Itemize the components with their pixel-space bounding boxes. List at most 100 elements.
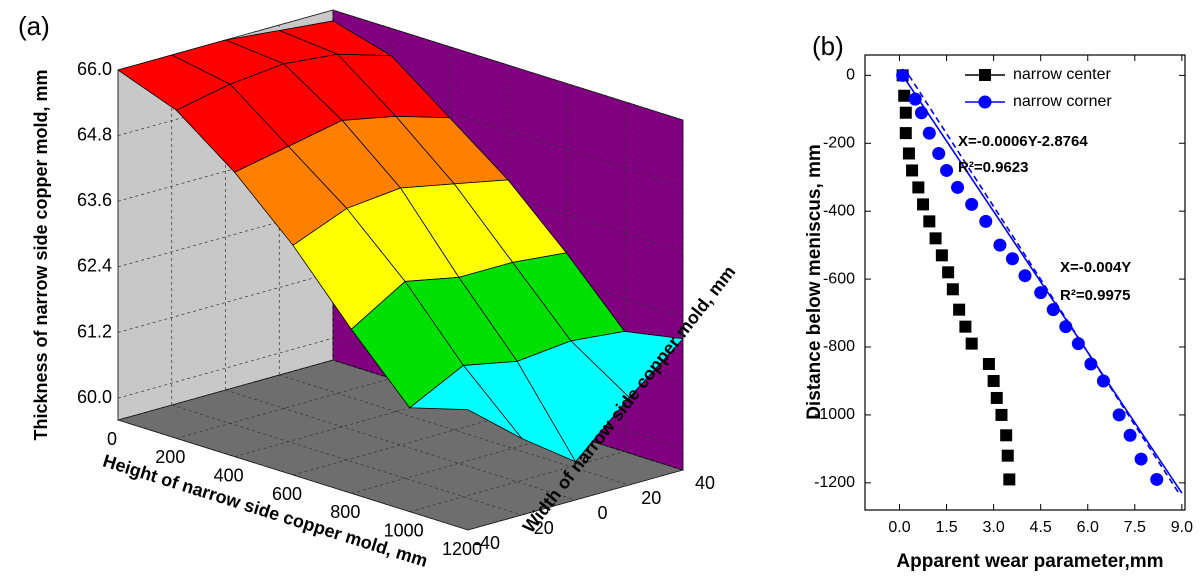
marker: [990, 391, 1003, 404]
y-tick-label: -200: [823, 135, 855, 152]
panel-label: (b): [812, 31, 844, 61]
x-tick-label: 1.5: [935, 519, 957, 536]
marker: [940, 163, 954, 177]
grid-line: [117, 337, 334, 399]
marker: [1003, 473, 1016, 486]
z-tick-label: 66.0: [77, 59, 112, 79]
marker: [1096, 374, 1110, 388]
marker: [1059, 320, 1073, 334]
fit-line: [908, 74, 1180, 494]
marker: [951, 180, 965, 194]
z-tick-label: 63.6: [77, 190, 112, 210]
marker: [959, 320, 972, 333]
x-tick-label: 9.0: [1171, 519, 1193, 536]
marker: [912, 181, 925, 194]
marker: [914, 106, 928, 120]
y-tick-label: -600: [823, 270, 855, 287]
z-tick-label: 64.8: [77, 124, 112, 144]
y-tick-label: 20: [641, 488, 661, 508]
marker: [1084, 357, 1098, 371]
marker: [899, 106, 912, 119]
surface-patch: [409, 365, 523, 439]
grid-line: [117, 359, 334, 421]
marker: [898, 89, 911, 102]
y-tick-label: -40: [474, 533, 500, 553]
marker: [917, 198, 930, 211]
grid-line: [117, 272, 334, 333]
marker: [899, 127, 912, 140]
marker: [1018, 269, 1032, 283]
marker: [1150, 472, 1164, 486]
legend-marker: [979, 69, 991, 81]
marker: [1112, 408, 1126, 422]
x-tick-label: 0.0: [888, 519, 910, 536]
legend-label: narrow center: [1013, 66, 1111, 83]
grid-line: [176, 377, 392, 439]
marker: [923, 215, 936, 228]
annotation: R²=0.9975: [1060, 287, 1130, 304]
marker: [995, 408, 1008, 421]
legend-label: narrow corner: [1013, 93, 1112, 110]
grid-line: [467, 469, 684, 531]
marker: [1005, 252, 1019, 266]
plot-frame: [864, 54, 1186, 511]
grid-line: [279, 374, 630, 486]
marker: [1034, 286, 1048, 300]
grid-line: [225, 389, 576, 501]
x-axis-title: Apparent wear parameter,mm: [896, 551, 1163, 572]
marker: [922, 126, 936, 140]
marker: [1001, 449, 1014, 462]
panel-label: (a): [18, 11, 50, 41]
z-tick-label: 62.4: [77, 256, 112, 276]
marker: [1123, 428, 1137, 442]
grid-line: [292, 414, 509, 476]
grid-line: [171, 404, 522, 516]
marker: [942, 266, 955, 279]
annotation: R²=0.9623: [958, 159, 1028, 176]
x-tick-label: 6.0: [1077, 519, 1099, 536]
grid-line: [117, 419, 469, 531]
fit-line: [901, 74, 1183, 494]
x-tick-label: 200: [155, 447, 185, 467]
y-tick-label: -400: [823, 202, 855, 219]
y-tick-label: -1200: [814, 474, 855, 491]
x-tick-label: 4.5: [1030, 519, 1052, 536]
marker: [953, 303, 966, 316]
x-tick-label: 600: [272, 484, 302, 504]
marker: [1000, 429, 1013, 442]
grid-line: [409, 451, 625, 513]
y-tick-label: 40: [695, 473, 715, 493]
legend-marker: [978, 95, 992, 109]
marker: [906, 164, 919, 177]
x-tick-label: 0: [107, 429, 117, 449]
marker: [965, 197, 979, 211]
y-axis-title: Distance below meniscus, mm: [804, 144, 825, 420]
marker: [1046, 303, 1060, 317]
x-tick-label: 3.0: [983, 519, 1005, 536]
x-tick-label: 1200: [442, 539, 482, 559]
marker: [935, 249, 948, 262]
grid-line: [351, 432, 567, 494]
y-tick-label: -800: [823, 338, 855, 355]
marker: [1071, 337, 1085, 351]
x-tick-label: 800: [330, 502, 360, 522]
x-tick-label: 400: [214, 465, 244, 485]
z-tick-label: 60.0: [77, 387, 112, 407]
y-tick-label: -20: [528, 518, 554, 538]
marker: [965, 337, 978, 350]
marker: [982, 357, 995, 370]
marker: [993, 238, 1007, 252]
marker: [932, 146, 946, 160]
annotation: X=-0.0006Y-2.8764: [958, 133, 1088, 150]
z-axis-title: Thickness of narrow side copper mold, mm: [31, 69, 51, 440]
marker: [987, 374, 1000, 387]
y-tick-label: 0: [846, 67, 855, 84]
x-tick-label: 1000: [384, 520, 424, 540]
z-tick-label: 61.2: [77, 321, 112, 341]
annotation: X=-0.004Y: [1060, 259, 1131, 276]
x-tick-label: 7.5: [1124, 519, 1146, 536]
marker: [1134, 452, 1148, 466]
marker: [946, 283, 959, 296]
